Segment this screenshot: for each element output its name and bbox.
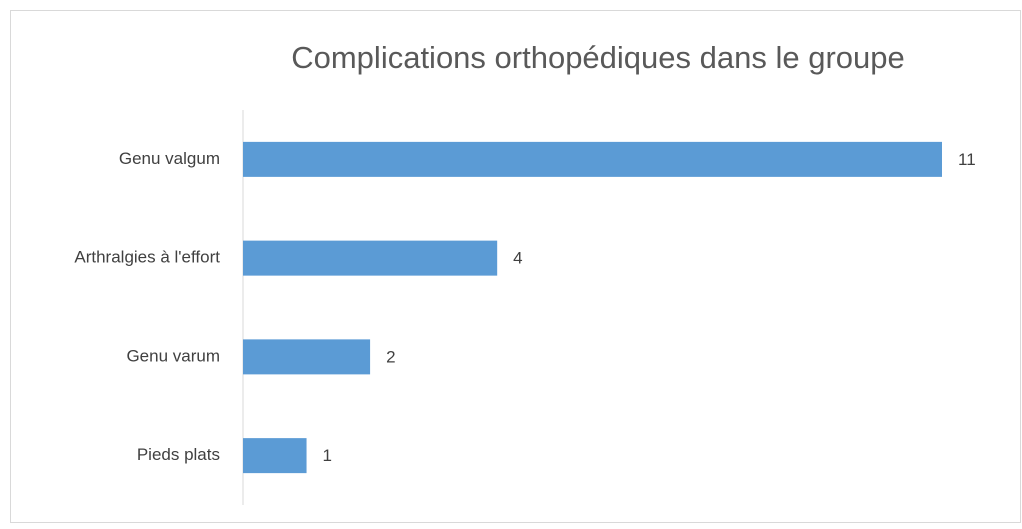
chart-title: Complications orthopédiques dans le grou… — [291, 40, 905, 75]
chart-frame — [10, 10, 1021, 523]
data-label: 11 — [958, 150, 976, 169]
bar — [243, 339, 371, 375]
y-tick-label: Genu valgum — [119, 149, 220, 168]
data-label: 2 — [386, 347, 395, 366]
bar — [243, 438, 307, 474]
y-tick-label: Arthralgies à l'effort — [74, 248, 220, 267]
data-label: 4 — [513, 249, 522, 268]
y-tick-label: Pieds plats — [137, 445, 220, 464]
data-label: 1 — [323, 446, 332, 465]
y-tick-label: Genu varum — [126, 346, 220, 365]
bar — [243, 141, 942, 177]
bar — [243, 240, 498, 276]
